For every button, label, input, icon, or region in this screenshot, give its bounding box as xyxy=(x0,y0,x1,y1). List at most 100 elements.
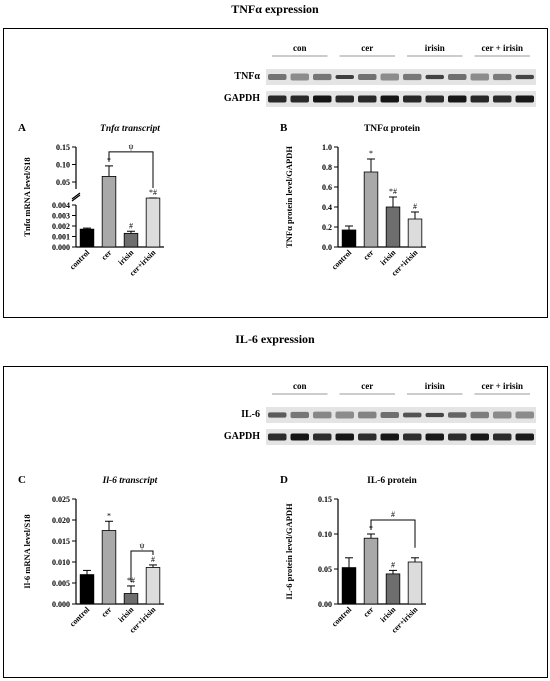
x-tick-label: irisin xyxy=(378,605,397,624)
blot-band xyxy=(268,433,287,441)
y-tick-label: 0.025 xyxy=(52,495,70,504)
significance-marker: *# xyxy=(389,187,397,196)
y-tick-label: 0.002 xyxy=(52,222,70,231)
significance-marker: *# xyxy=(149,188,157,197)
y-tick-label: 0.020 xyxy=(52,516,70,525)
panel-title: IL-6 protein xyxy=(367,476,417,486)
blot-band xyxy=(380,412,399,418)
blot-band xyxy=(403,412,422,418)
y-tick-label: 0.2 xyxy=(322,223,332,232)
panel-letter: D xyxy=(280,474,288,486)
panel-letter: B xyxy=(280,122,288,134)
section-title-il6: IL-6 expression xyxy=(235,332,315,346)
x-tick-label: irisin xyxy=(116,248,135,267)
significance-marker: # xyxy=(413,202,417,211)
blot-band xyxy=(515,95,534,103)
blot-band xyxy=(470,95,489,103)
axis-break-mark xyxy=(71,192,81,200)
blot-band xyxy=(493,73,512,81)
y-tick-label: 0.00 xyxy=(318,600,332,609)
blot-band xyxy=(335,74,354,80)
bracket-label: ψ xyxy=(139,541,144,550)
y-tick-label: 0.10 xyxy=(318,530,332,539)
bar xyxy=(407,218,423,248)
blot-row-label: GAPDH xyxy=(224,431,260,442)
y-axis-label: Il-6 mRNA level/S18 xyxy=(22,514,32,588)
bar xyxy=(79,228,95,248)
section-panel-il6: con cer irisin cer + irisin IL-6 GAPDH C Il-6 … xyxy=(3,366,548,678)
blot-band xyxy=(268,412,287,418)
section-title-tnfa: TNFα expression xyxy=(231,2,319,16)
significance-marker: * xyxy=(107,511,111,520)
blot-group-label: cer + irisin xyxy=(482,43,523,53)
y-tick-label: 0.15 xyxy=(318,495,332,504)
panel-title: Il-6 transcript xyxy=(102,476,158,486)
blot-band xyxy=(335,95,354,103)
y-tick-label: 0.6 xyxy=(322,183,332,192)
bar xyxy=(341,229,357,248)
blot-band xyxy=(425,412,444,418)
x-tick-label: control xyxy=(68,248,92,272)
bar xyxy=(363,537,379,605)
chart-d: D IL-6 protein 0.00 0.05 0.10 0.15 IL-6 protei… xyxy=(280,474,426,635)
bar xyxy=(79,574,95,605)
blot-band xyxy=(290,411,309,419)
chart-c: C Il-6 transcript 0.000 0.005 0.010 0.015 0.02… xyxy=(18,474,164,635)
blot-row-label: GAPDH xyxy=(224,93,260,104)
x-tick-label: control xyxy=(330,248,354,272)
bar xyxy=(385,206,401,248)
bar xyxy=(123,593,139,605)
blot-band xyxy=(448,412,467,418)
bar xyxy=(363,171,379,248)
blot-strip xyxy=(266,429,536,445)
blot-band xyxy=(358,411,377,419)
western-blot-tnfa: con cer irisin cer + irisin TNFα GAPDH xyxy=(224,43,536,107)
bar xyxy=(123,232,139,248)
blot-strip xyxy=(266,69,536,85)
x-tick-label: cer xyxy=(362,605,376,619)
y-tick-label: 0.005 xyxy=(52,579,70,588)
blot-group-label: cer xyxy=(361,43,373,53)
blot-band xyxy=(515,74,534,80)
y-tick-label: 0.003 xyxy=(52,212,70,221)
y-tick-label: 0.015 xyxy=(52,537,70,546)
significance-marker: # xyxy=(391,560,395,569)
y-tick-label: 0.05 xyxy=(318,565,332,574)
y-tick-label: 0.000 xyxy=(52,600,70,609)
blot-band xyxy=(290,95,309,103)
bar xyxy=(101,530,117,605)
y-axis-label: Tnfα mRNA level/S18 xyxy=(22,157,32,236)
blot-band xyxy=(313,411,332,419)
blot-group-label: con xyxy=(293,43,307,53)
significance-bracket xyxy=(370,519,416,548)
panel-title: TNFα protein xyxy=(364,124,421,134)
bar xyxy=(341,567,357,605)
blot-group-label: irisin xyxy=(425,381,445,391)
blot-band xyxy=(358,73,377,81)
blot-band xyxy=(470,433,489,441)
y-tick-label: 0.004 xyxy=(52,201,70,210)
y-axis-label: TNFα protein level/GAPDH xyxy=(284,146,294,248)
blot-band xyxy=(313,73,332,81)
blot-band xyxy=(493,411,512,419)
y-tick-label: 0.10 xyxy=(56,161,70,170)
blot-group-label: cer + irisin xyxy=(482,381,523,391)
blot-band xyxy=(268,73,287,81)
y-tick-label: 0.000 xyxy=(52,243,70,252)
blot-band xyxy=(493,433,512,441)
axis-break-mark xyxy=(71,194,81,202)
x-tick-label: irisin xyxy=(378,248,397,267)
x-tick-label: control xyxy=(330,605,354,629)
bar xyxy=(101,176,117,248)
blot-band xyxy=(313,433,332,441)
significance-bracket xyxy=(108,151,154,188)
x-tick-label: irisin xyxy=(116,605,135,624)
y-tick-label: 0.001 xyxy=(52,233,70,242)
blot-band xyxy=(403,95,422,103)
y-tick-label: 0.0 xyxy=(322,243,332,252)
blot-band xyxy=(335,433,354,441)
blot-band xyxy=(425,74,444,80)
y-tick-label: 0.15 xyxy=(56,143,70,152)
blot-band xyxy=(448,74,467,80)
